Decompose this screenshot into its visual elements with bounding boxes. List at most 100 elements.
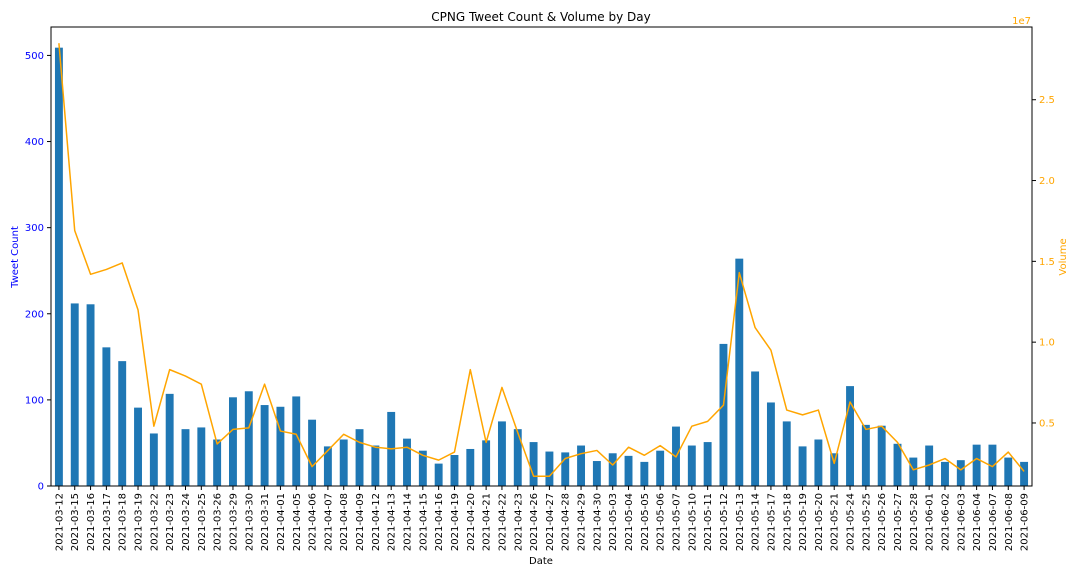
- x-tick-label: 2021-04-22: [497, 493, 508, 551]
- x-tick-label: 2021-04-01: [276, 493, 287, 551]
- bar: [339, 439, 348, 486]
- plot-frame: [50, 26, 1033, 487]
- bar: [529, 442, 538, 486]
- x-tick-label: 2021-04-07: [323, 493, 334, 551]
- bar: [434, 463, 443, 486]
- x-tick-label: 2021-03-19: [134, 493, 145, 551]
- x-tick-label: 2021-04-26: [529, 493, 540, 551]
- x-tick-label: 2021-05-07: [671, 493, 682, 551]
- bar: [450, 455, 459, 486]
- x-tick-label: 2021-04-16: [434, 493, 445, 551]
- bar: [830, 453, 839, 486]
- bar: [134, 407, 142, 486]
- bar: [1004, 457, 1013, 486]
- bar: [941, 461, 949, 486]
- y-tick-label: 300: [25, 223, 44, 234]
- bar: [751, 371, 760, 486]
- bar: [608, 453, 617, 486]
- chart-title: CPNG Tweet Count & Volume by Day: [431, 10, 650, 24]
- x-tick-label: 2021-06-02: [940, 493, 951, 551]
- x-tick-label: 2021-03-17: [102, 493, 113, 551]
- x-tick-label: 2021-05-11: [703, 493, 714, 551]
- x-tick-label: 2021-03-30: [244, 493, 255, 551]
- y2-tick-label: 2.0: [1039, 176, 1055, 187]
- x-tick-label: 2021-04-05: [292, 493, 303, 551]
- bar: [766, 402, 775, 486]
- y-axis-label: Tweet Count: [10, 226, 21, 289]
- x-tick-label: 2021-05-24: [846, 493, 857, 551]
- x-tick-label: 2021-04-27: [545, 493, 556, 551]
- bar: [703, 442, 712, 486]
- bar: [861, 424, 870, 486]
- bar: [846, 386, 854, 486]
- bar: [972, 444, 981, 486]
- bar: [877, 425, 886, 486]
- x-tick-label: 2021-03-26: [213, 493, 224, 551]
- x-tick-label: 2021-04-08: [339, 493, 350, 551]
- x-ticks-group: 2021-03-12 2021-03-15 2021-03-16 2021-03-17…: [54, 486, 1031, 551]
- x-tick-label: 2021-05-17: [766, 493, 777, 551]
- x-tick-label: 2021-05-04: [624, 493, 635, 551]
- bar: [403, 438, 411, 486]
- left-ticks-group: 0 100 200 300 400 500: [25, 51, 51, 493]
- bar: [418, 450, 427, 486]
- y2-tick-label: 1.5: [1039, 257, 1055, 268]
- axes-group: [50, 26, 1033, 487]
- bar: [782, 421, 791, 486]
- bar: [213, 439, 222, 486]
- x-tick-label: 2021-03-23: [165, 493, 176, 551]
- right-ticks-group: 0.5 1.0 1.5 2.0 2.5: [1032, 95, 1055, 429]
- bar: [497, 421, 506, 486]
- bar: [545, 451, 554, 486]
- x-tick-label: 2021-05-10: [687, 493, 698, 551]
- bar: [292, 396, 301, 486]
- x-tick-label: 2021-04-28: [561, 493, 572, 551]
- bar: [577, 445, 586, 486]
- bar: [909, 457, 918, 486]
- bar: [466, 448, 475, 486]
- x-tick-label: 2021-04-09: [355, 493, 366, 551]
- bar: [482, 440, 491, 486]
- bar: [276, 406, 285, 486]
- x-tick-label: 2021-05-18: [782, 493, 793, 551]
- bar: [735, 258, 744, 486]
- x-tick-label: 2021-06-04: [972, 493, 983, 551]
- x-tick-label: 2021-03-29: [228, 493, 239, 551]
- x-tick-label: 2021-05-12: [719, 493, 730, 551]
- x-tick-label: 2021-04-29: [577, 493, 588, 551]
- x-tick-label: 2021-05-14: [751, 493, 762, 551]
- x-tick-label: 2021-05-20: [814, 493, 825, 551]
- y2-tick-label: 1.0: [1039, 338, 1055, 349]
- x-tick-label: 2021-04-23: [513, 493, 524, 551]
- x-tick-label: 2021-03-15: [70, 493, 81, 551]
- bar: [1020, 461, 1029, 486]
- x-tick-label: 2021-04-15: [418, 493, 429, 551]
- bar: [355, 429, 364, 486]
- x-tick-label: 2021-06-03: [956, 493, 967, 551]
- x-tick-label: 2021-03-31: [260, 493, 271, 551]
- x-tick-label: 2021-06-08: [1004, 493, 1015, 551]
- x-tick-label: 2021-03-12: [54, 493, 65, 551]
- x-tick-label: 2021-03-22: [149, 493, 160, 551]
- bar: [244, 391, 253, 486]
- bar: [197, 427, 206, 486]
- bar: [371, 445, 380, 486]
- x-tick-label: 2021-04-06: [308, 493, 319, 551]
- x-tick-label: 2021-05-26: [877, 493, 888, 551]
- x-tick-label: 2021-05-13: [735, 493, 746, 551]
- x-tick-label: 2021-04-20: [466, 493, 477, 551]
- bar: [592, 461, 601, 486]
- y2-offset-text: 1e7: [1012, 16, 1031, 27]
- x-tick-label: 2021-05-06: [656, 493, 667, 551]
- bar: [54, 47, 63, 487]
- bar: [893, 443, 902, 486]
- bars-group: [54, 47, 1029, 487]
- x-tick-label: 2021-04-13: [387, 493, 398, 551]
- bar: [561, 452, 570, 486]
- y-tick-label: 100: [25, 395, 44, 406]
- x-axis-label: Date: [529, 556, 553, 567]
- x-tick-label: 2021-06-09: [1020, 493, 1031, 551]
- x-tick-label: 2021-04-21: [482, 493, 493, 551]
- y2-tick-label: 2.5: [1039, 95, 1055, 106]
